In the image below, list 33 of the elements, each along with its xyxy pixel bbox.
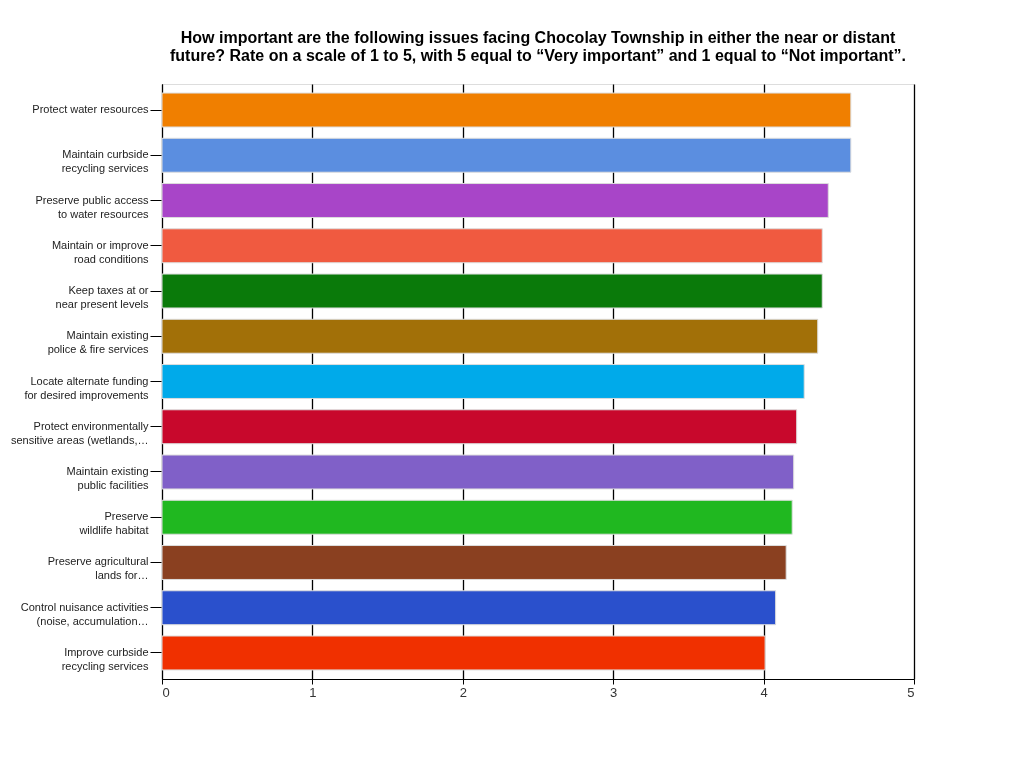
y-tick-label: Maintain curbside recycling services: [61, 148, 149, 175]
x-tick-label: 2: [459, 684, 467, 700]
bar: [161, 228, 823, 264]
bar: [161, 545, 787, 580]
x-tick-label: 4: [760, 684, 768, 700]
x-tick-label: 0: [162, 684, 170, 700]
y-tick-label: Preserve wildlife habitat: [78, 510, 149, 537]
bar: [161, 318, 819, 354]
y-tick-label: Keep taxes at or near present levels: [55, 284, 149, 311]
bar: [161, 364, 805, 399]
x-tick-label: 5: [907, 684, 915, 700]
bar: [161, 273, 823, 309]
y-tick-label: Maintain or improve road conditions: [51, 238, 149, 265]
bar: [161, 137, 852, 173]
bar: [161, 183, 829, 218]
y-tick-label: Maintain existing public facilities: [66, 464, 149, 491]
bar: [161, 590, 777, 626]
y-tick-label: Protect water resources: [32, 103, 149, 116]
bar: [161, 635, 766, 671]
bar: [161, 454, 795, 490]
y-tick-label: Locate alternate funding for desired improvements: [24, 374, 149, 401]
y-tick-label: Improve curbside recycling services: [61, 645, 149, 672]
y-tick-label: Protect environmentally sensitive areas (wetlands,…: [10, 419, 149, 446]
chart-title: How important are the following issues facing Chocolay Township in either the near or distant future? Rate on a scale of 1 to 5, with 5 equal to “Very important” and 1 equal to “Not important”.: [169, 29, 907, 64]
y-tick-label: Preserve agricultural lands for…: [47, 555, 149, 582]
y-tick-label: Preserve public access to water resources: [35, 193, 149, 220]
x-tick-label: 3: [610, 684, 618, 700]
bar: [161, 92, 852, 128]
bar: [161, 409, 798, 445]
x-tick-label: 1: [309, 684, 317, 700]
y-tick-label: Control nuisance activities (noise, accumulation…: [20, 600, 149, 627]
y-tick-label: Maintain existing police & fire services: [47, 329, 149, 356]
bar: [161, 499, 793, 535]
